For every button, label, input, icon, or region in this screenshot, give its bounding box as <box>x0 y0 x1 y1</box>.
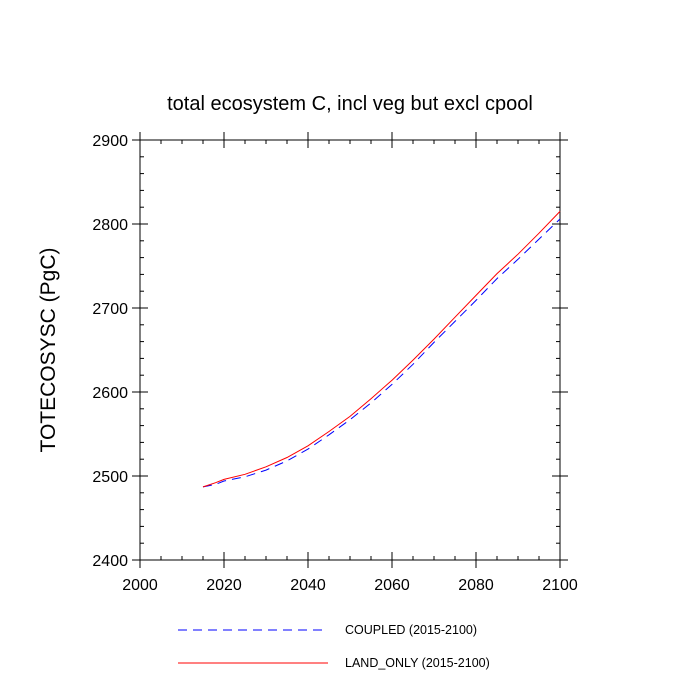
y-tick-label: 2400 <box>92 553 128 570</box>
y-tick-label: 2700 <box>92 301 128 318</box>
x-tick-label: 2100 <box>542 577 578 594</box>
legend: COUPLED (2015-2100) LAND_ONLY (2015-2100… <box>178 623 490 670</box>
plot-area <box>139 139 561 561</box>
y-axis-label: TOTECOSYSC (PgC) <box>37 248 60 453</box>
x-tick-label: 2020 <box>206 577 242 594</box>
y-tick-label: 2800 <box>92 217 128 234</box>
legend-label-land-only: LAND_ONLY (2015-2100) <box>345 656 490 670</box>
axis-ticks <box>132 132 568 568</box>
x-tick-label: 2000 <box>122 577 158 594</box>
x-tick-labels: 2000 2020 2040 2060 2080 2100 <box>122 577 578 594</box>
legend-label-coupled: COUPLED (2015-2100) <box>345 623 477 637</box>
y-tick-label: 2900 <box>92 133 128 150</box>
x-tick-label: 2060 <box>374 577 410 594</box>
chart-title: total ecosystem C, incl veg but excl cpo… <box>167 93 533 115</box>
series-line-land-only <box>202 211 561 488</box>
x-tick-label: 2080 <box>458 577 494 594</box>
y-tick-label: 2500 <box>92 469 128 486</box>
y-tick-label: 2600 <box>92 385 128 402</box>
x-tick-label: 2040 <box>290 577 326 594</box>
series-line-coupled <box>202 218 561 488</box>
y-tick-labels: 2400 2500 2600 2700 2800 2900 <box>92 133 128 570</box>
series-group <box>202 211 561 488</box>
